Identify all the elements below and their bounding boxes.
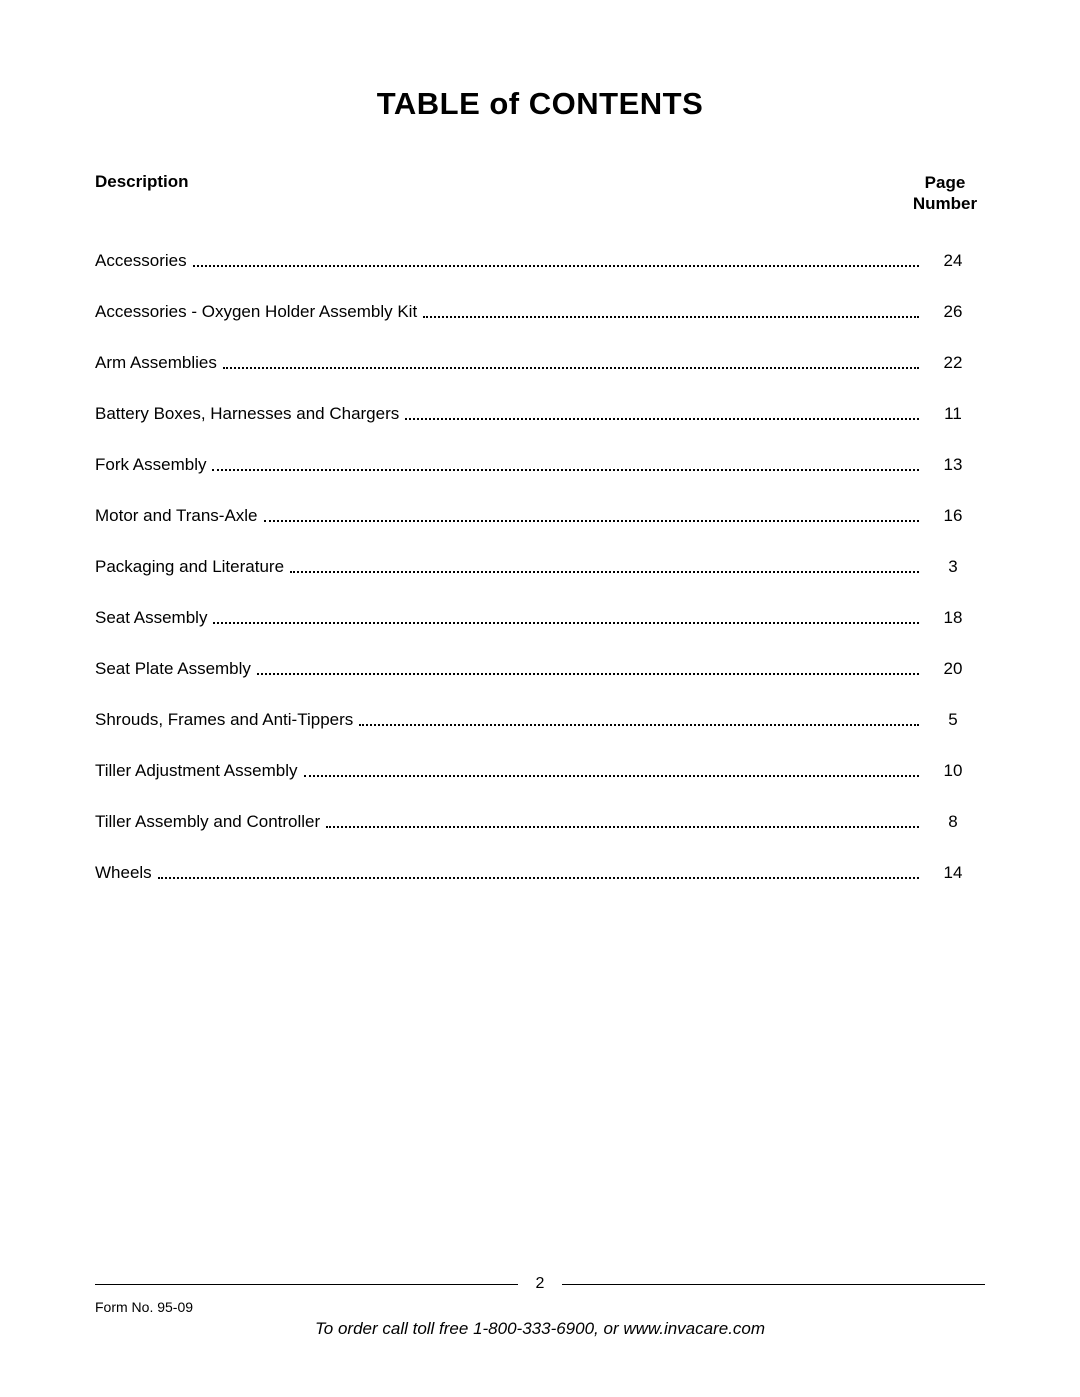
- toc-page-number: 13: [925, 455, 985, 475]
- document-page: TABLE of CONTENTS Description Page Numbe…: [0, 0, 1080, 1397]
- toc-page-number: 3: [925, 557, 985, 577]
- toc-page-number: 10: [925, 761, 985, 781]
- toc-dot-leader: [423, 316, 919, 318]
- page-footer: 2 Form No. 95-09 To order call toll free…: [95, 1275, 985, 1339]
- toc-row: Seat Plate Assembly 20: [95, 659, 985, 679]
- toc-label: Arm Assemblies: [95, 353, 217, 373]
- toc-list: Accessories 24 Accessories - Oxygen Hold…: [95, 251, 985, 883]
- toc-row: Motor and Trans-Axle 16: [95, 506, 985, 526]
- toc-row: Seat Assembly 18: [95, 608, 985, 628]
- toc-header-page-line1: Page: [925, 173, 966, 192]
- toc-label: Tiller Assembly and Controller: [95, 812, 320, 832]
- toc-page-number: 18: [925, 608, 985, 628]
- toc-row: Arm Assemblies 22: [95, 353, 985, 373]
- toc-page-number: 26: [925, 302, 985, 322]
- toc-label: Accessories - Oxygen Holder Assembly Kit: [95, 302, 417, 322]
- toc-page-number: 11: [925, 404, 985, 424]
- toc-page-number: 5: [925, 710, 985, 730]
- toc-row: Tiller Assembly and Controller 8: [95, 812, 985, 832]
- toc-label: Seat Assembly: [95, 608, 207, 628]
- toc-dot-leader: [212, 469, 919, 471]
- toc-page-number: 24: [925, 251, 985, 271]
- toc-header-page-number: Page Number: [905, 172, 985, 215]
- toc-page-number: 8: [925, 812, 985, 832]
- toc-row: Accessories - Oxygen Holder Assembly Kit…: [95, 302, 985, 322]
- toc-label: Battery Boxes, Harnesses and Chargers: [95, 404, 399, 424]
- toc-label: Motor and Trans-Axle: [95, 506, 258, 526]
- footer-order-line: To order call toll free 1-800-333-6900, …: [95, 1319, 985, 1339]
- toc-dot-leader: [264, 520, 919, 522]
- footer-rule-right: [562, 1284, 985, 1285]
- toc-dot-leader: [290, 571, 919, 573]
- toc-dot-leader: [326, 826, 919, 828]
- toc-dot-leader: [158, 877, 919, 879]
- toc-row: Battery Boxes, Harnesses and Chargers 11: [95, 404, 985, 424]
- toc-row: Accessories 24: [95, 251, 985, 271]
- footer-page-number: 2: [518, 1275, 563, 1293]
- toc-page-number: 16: [925, 506, 985, 526]
- toc-header-row: Description Page Number: [95, 172, 985, 215]
- footer-rule-row: 2: [95, 1275, 985, 1293]
- toc-label: Tiller Adjustment Assembly: [95, 761, 298, 781]
- toc-dot-leader: [193, 265, 919, 267]
- toc-page-number: 22: [925, 353, 985, 373]
- toc-row: Shrouds, Frames and Anti-Tippers 5: [95, 710, 985, 730]
- toc-dot-leader: [304, 775, 920, 777]
- page-title: TABLE of CONTENTS: [95, 86, 985, 122]
- toc-dot-leader: [223, 367, 919, 369]
- toc-header-description: Description: [95, 172, 189, 192]
- toc-label: Fork Assembly: [95, 455, 206, 475]
- footer-form-number: Form No. 95-09: [95, 1299, 985, 1315]
- toc-row: Fork Assembly 13: [95, 455, 985, 475]
- toc-label: Seat Plate Assembly: [95, 659, 251, 679]
- toc-page-number: 20: [925, 659, 985, 679]
- toc-page-number: 14: [925, 863, 985, 883]
- toc-label: Shrouds, Frames and Anti-Tippers: [95, 710, 353, 730]
- toc-dot-leader: [213, 622, 919, 624]
- toc-label: Accessories: [95, 251, 187, 271]
- toc-row: Tiller Adjustment Assembly 10: [95, 761, 985, 781]
- toc-label: Packaging and Literature: [95, 557, 284, 577]
- footer-rule-left: [95, 1284, 518, 1285]
- toc-label: Wheels: [95, 863, 152, 883]
- toc-header-page-line2: Number: [913, 194, 977, 213]
- toc-dot-leader: [405, 418, 919, 420]
- toc-dot-leader: [359, 724, 919, 726]
- toc-row: Wheels 14: [95, 863, 985, 883]
- toc-dot-leader: [257, 673, 919, 675]
- toc-row: Packaging and Literature 3: [95, 557, 985, 577]
